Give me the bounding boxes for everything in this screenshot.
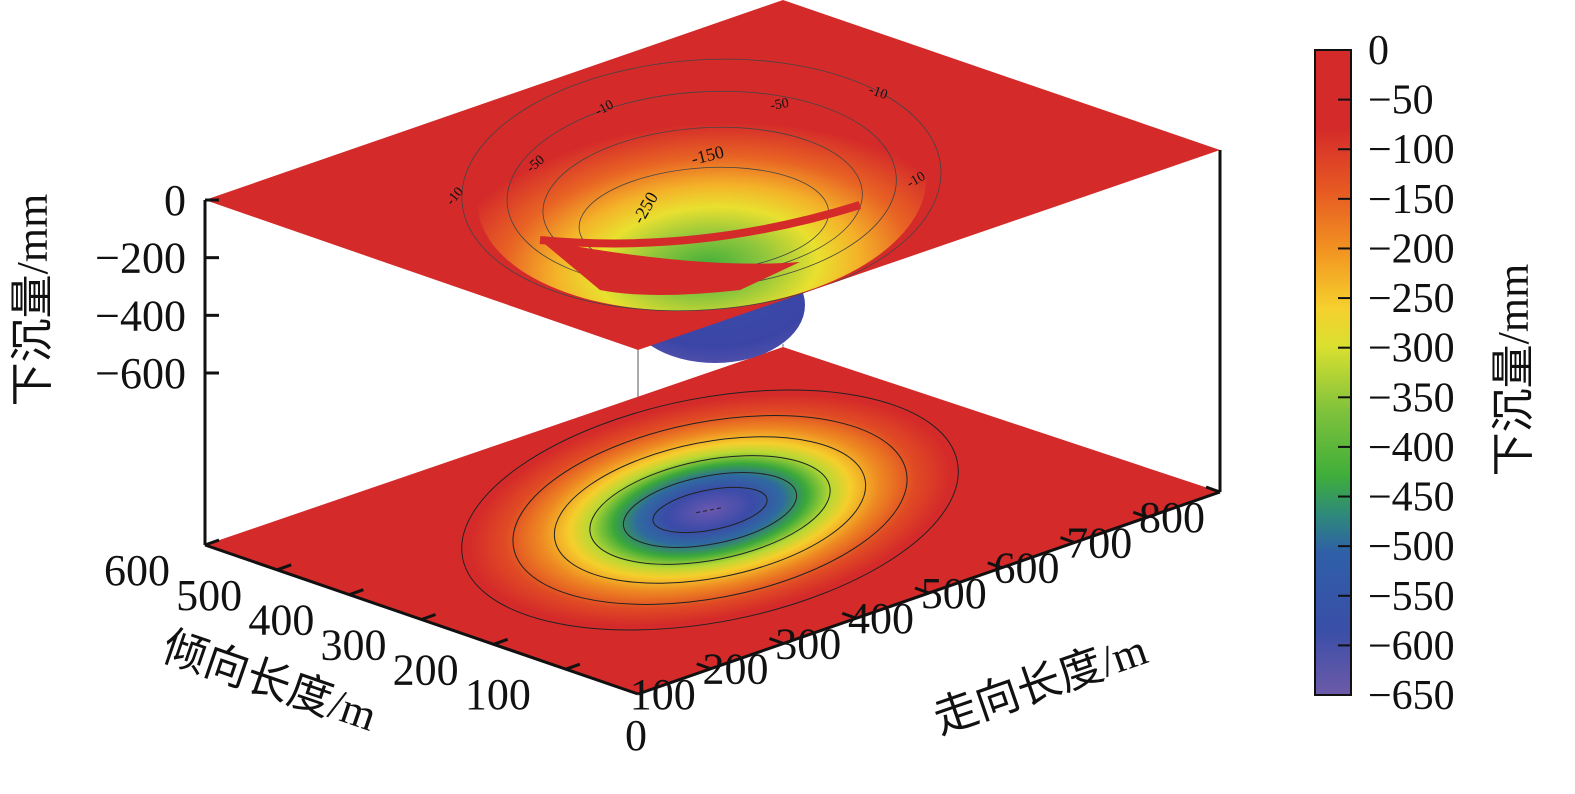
x-tick-2 — [768, 637, 785, 645]
x-tick-label-3: 300 — [775, 619, 841, 668]
y-tick-label-1: 200 — [393, 645, 459, 694]
colorbar-title: 下沉量/mm — [1489, 264, 1538, 477]
colorbar-tick-label-0: 0 — [1368, 28, 1389, 74]
x-tick-6 — [1059, 536, 1076, 544]
y-tick-label-4: 500 — [176, 571, 242, 620]
y-tick-label-5: 600 — [104, 546, 170, 595]
bottom-contour-projection — [205, 347, 1220, 694]
z-tick-label-3: −600 — [95, 349, 186, 398]
x-tick-3 — [841, 611, 857, 620]
z-tick-label-1: −200 — [95, 234, 186, 283]
z-tick-label-0: 0 — [164, 176, 186, 225]
y-tick-label-3: 400 — [248, 596, 314, 645]
y-tick-5 — [204, 538, 220, 547]
colorbar-tick-label-6: −300 — [1368, 326, 1455, 372]
x-tick-label-8: 800 — [1139, 493, 1205, 542]
contour-label-3: -50 — [769, 96, 790, 114]
colorbar: 0−50−100−150−200−250−300−350−400−450−500… — [1314, 28, 1538, 719]
colorbar-tick-label-1: −50 — [1368, 78, 1434, 124]
y-tick-0 — [565, 662, 581, 671]
x-tick-8 — [1205, 485, 1221, 494]
y-tick-4 — [276, 563, 292, 572]
contour-label-2: -10 — [867, 83, 890, 103]
colorbar-tick-label-7: −350 — [1368, 375, 1455, 421]
x-tick-7 — [1132, 510, 1148, 519]
z-axis-ticks: 0 −200 −400 −600 — [95, 176, 219, 398]
x-axis-title: 走向长度/m — [927, 625, 1153, 744]
y-tick-2 — [420, 613, 437, 621]
x-tick-label-6: 600 — [994, 544, 1060, 593]
x-tick-label-4: 400 — [848, 594, 914, 643]
colorbar-tick-label-3: −150 — [1368, 177, 1455, 223]
x-tick-label-5: 500 — [921, 569, 987, 618]
colorbar-ticks: 0−50−100−150−200−250−300−350−400−450−500… — [1338, 28, 1455, 719]
x-tick-label-1: 100 — [630, 670, 696, 719]
x-tick-label-0: 0 — [625, 711, 647, 760]
x-tick-label-7: 700 — [1066, 518, 1132, 567]
colorbar-tick-label-5: −250 — [1368, 276, 1455, 322]
y-tick-label-0: 100 — [465, 670, 531, 719]
colorbar-gradient — [1314, 49, 1352, 696]
z-axis-title: 下沉量/mm — [8, 194, 57, 407]
colorbar-tick-label-8: −400 — [1368, 425, 1455, 471]
y-tick-3 — [348, 588, 364, 597]
colorbar-tick-label-13: −650 — [1368, 673, 1455, 719]
x-tick-label-2: 200 — [703, 645, 769, 694]
colorbar-tick-label-4: −200 — [1368, 226, 1455, 272]
colorbar-tick-label-9: −450 — [1368, 475, 1455, 521]
x-tick-4 — [914, 586, 930, 595]
colorbar-tick-label-12: −600 — [1368, 623, 1455, 669]
y-tick-1 — [493, 637, 509, 646]
x-tick-5 — [987, 561, 1003, 570]
x-tick-1 — [696, 662, 712, 671]
y-tick-label-2: 300 — [321, 621, 387, 670]
subsidence-surface: -10 -10 -50 -50 -150 -250 -10 -10 — [205, 0, 1220, 363]
colorbar-tick-label-2: −100 — [1368, 127, 1455, 173]
colorbar-tick-label-10: −500 — [1368, 524, 1455, 570]
z-tick-label-2: −400 — [95, 291, 186, 340]
colorbar-tick-label-11: −550 — [1368, 574, 1455, 620]
